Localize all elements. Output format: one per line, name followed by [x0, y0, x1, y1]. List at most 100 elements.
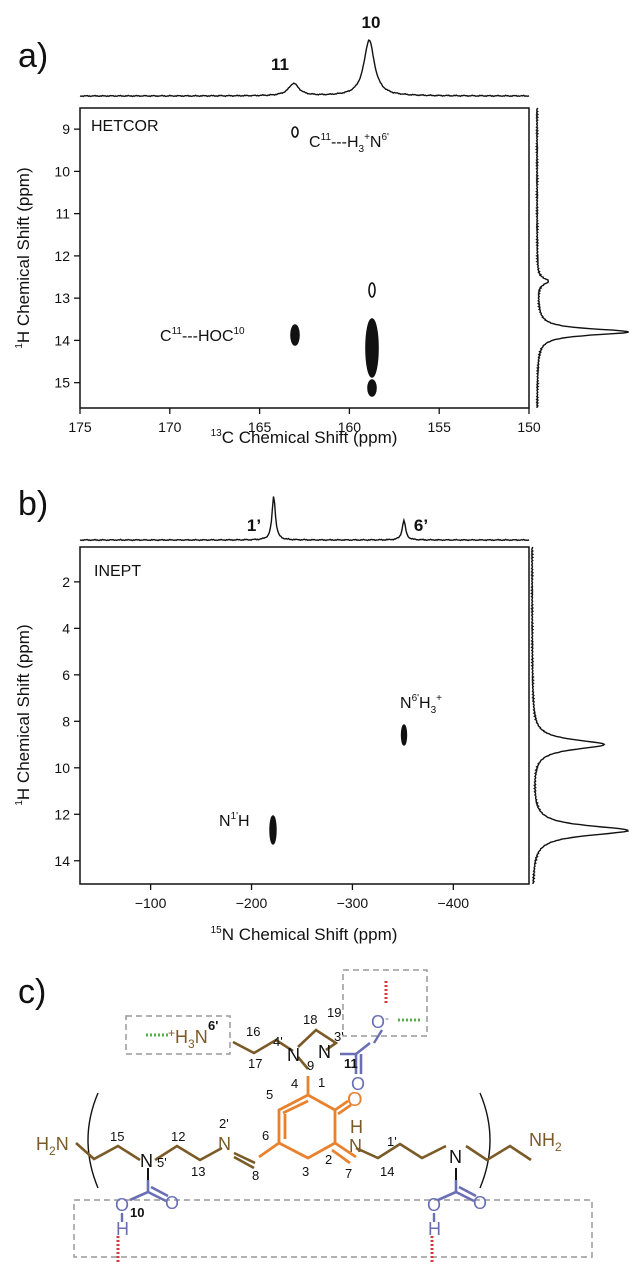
- y-tick-label: 14: [54, 853, 70, 869]
- atom-part: -: [385, 1011, 389, 1025]
- carbamate-top: [340, 1041, 371, 1056]
- annotation-n1p-h: N1'H: [219, 811, 250, 830]
- atom-part: NH: [529, 1130, 555, 1150]
- atom-o-minus: O-: [371, 1011, 389, 1032]
- top-chain: [232, 1038, 294, 1055]
- x-tick-label: −200: [236, 895, 268, 911]
- annot-part: 10: [234, 326, 246, 337]
- atom-o-carb-right: O: [473, 1193, 487, 1213]
- y-tick-label: 8: [62, 713, 70, 729]
- y-tick-label: 11: [55, 206, 70, 222]
- atom-h-left: H: [116, 1219, 129, 1239]
- panel-b-experiment: INEPT: [94, 563, 141, 580]
- num-4: 4: [291, 1076, 298, 1091]
- num-2p: 2': [219, 1116, 229, 1131]
- atom-part: N: [56, 1134, 69, 1154]
- num-1p: 1': [387, 1134, 397, 1149]
- atom-part: 2: [49, 1144, 56, 1158]
- num-6p: 6': [208, 1018, 218, 1033]
- num-19: 19: [327, 1005, 341, 1020]
- annot-part: H: [419, 695, 431, 712]
- panel-a-cross-peaks: [290, 126, 379, 397]
- cross-peak-c11-hoc10: [290, 324, 300, 346]
- ring: [277, 1093, 337, 1160]
- carbamate-right-co: [455, 1190, 475, 1203]
- annotation-n6p-h3: N6'H3+: [400, 693, 442, 716]
- atom-part: +: [168, 1026, 175, 1040]
- annot-part: 1': [231, 811, 239, 822]
- x-tick-label: 175: [68, 419, 92, 435]
- panel-a-ticks: 175 170 165 160 155 150 9 10 11 12 13 14 15: [54, 121, 540, 435]
- panel-a-y-axis-title: 1H Chemical Shift (ppm): [14, 167, 33, 348]
- panel-b-x-axis-title: 15N Chemical Shift (ppm): [211, 925, 398, 944]
- atom-labels: H2N NH2 N N N H N N N O +H3N O- O O O O …: [36, 1011, 562, 1239]
- axis-part: 1: [14, 343, 25, 349]
- y-tick-label: 2: [62, 574, 70, 590]
- right-bracket: [479, 1092, 491, 1189]
- atom-part: N: [195, 1027, 208, 1047]
- num-15: 15: [110, 1129, 124, 1144]
- panel-a-letter: a): [18, 37, 48, 75]
- panel-b-top-projection: [79, 496, 530, 542]
- y-tick-label: 6: [62, 667, 70, 683]
- atom-n1p-h: H: [350, 1117, 363, 1137]
- annot-part: C: [160, 328, 172, 345]
- num-14: 14: [380, 1164, 394, 1179]
- x-tick-label: 165: [248, 419, 272, 435]
- num-4p: 4': [273, 1034, 283, 1049]
- num-9: 9: [307, 1058, 314, 1073]
- annot-part: H: [238, 813, 250, 830]
- y-tick-label: 14: [54, 332, 70, 348]
- left-chain-2: [154, 1144, 223, 1162]
- atom-h3n: +H3N: [168, 1026, 208, 1051]
- atom-n5: N: [140, 1151, 153, 1171]
- num-16: 16: [246, 1024, 260, 1039]
- cross-peak-n1p: [269, 815, 277, 845]
- peak-label-6p: 6’: [414, 516, 428, 535]
- cross-peak-c11-n6: [291, 126, 299, 138]
- x-tick-label: −400: [438, 895, 470, 911]
- box-bottom: [73, 1199, 593, 1258]
- axis-part: H Chemical Shift (ppm): [14, 624, 33, 800]
- cross-peak-c10-c: [367, 379, 377, 397]
- atom-o-carb-top: O: [351, 1074, 365, 1094]
- carbamate-left: [129, 1180, 150, 1202]
- orange-core: [258, 1076, 357, 1165]
- num-8: 8: [252, 1168, 259, 1183]
- atom-n3p: N: [318, 1042, 331, 1062]
- black-bonds: [147, 1168, 457, 1180]
- brackets: [87, 1092, 491, 1189]
- annot-part: 6': [381, 132, 389, 143]
- num-5: 5: [266, 1087, 273, 1102]
- ring-double-2: [282, 1099, 309, 1115]
- panel-a-right-projection: [534, 107, 629, 408]
- o-minus-bond: [372, 1029, 384, 1044]
- panel-a: a) 11 10 175 170 165 160 155 1509101112131415…: [14, 13, 629, 447]
- n4-c9: [297, 1056, 309, 1070]
- peak-label-11: 11: [271, 55, 289, 74]
- num-6: 6: [262, 1128, 269, 1143]
- y-tick-label: 10: [54, 163, 70, 179]
- y-tick-label: 9: [62, 121, 70, 137]
- annot-part: 6': [412, 693, 420, 704]
- cross-peak-n6p: [400, 724, 408, 746]
- annotation-c11-h3n6: C11---H3+N6': [309, 132, 389, 155]
- panel-c: c): [18, 969, 593, 1262]
- atom-n-right: N: [449, 1147, 462, 1167]
- dashed-boxes: [73, 969, 593, 1258]
- oh-bonds: [120, 1029, 436, 1222]
- annot-part: ---HOC: [182, 328, 234, 345]
- num-3: 3: [302, 1164, 309, 1179]
- imine-chain: [233, 1151, 256, 1165]
- atom-numbers: 1 2 3 4 5 6 7 8 9 10 11 12 13 14 15 16 1…: [110, 1005, 397, 1220]
- panel-b: b) 1’ 6’ −100 −200 −300 −400 2 4 6 8 10 12 14 INEP…: [14, 485, 629, 944]
- cross-peak-c10-b: [365, 318, 379, 378]
- atom-part: H: [175, 1027, 188, 1047]
- panel-a-x-axis-title: 13C Chemical Shift (ppm): [211, 428, 398, 447]
- left-chain: [75, 1142, 141, 1162]
- panel-b-cross-peaks: [269, 724, 408, 845]
- atom-n1p: N: [349, 1136, 362, 1156]
- num-11: 11: [344, 1056, 358, 1071]
- atom-part: O: [371, 1012, 385, 1032]
- y-tick-label: 12: [54, 248, 70, 264]
